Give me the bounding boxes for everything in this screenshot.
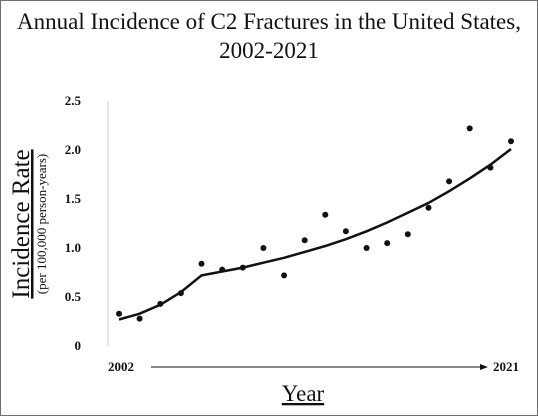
data-point	[219, 266, 226, 273]
data-point	[363, 245, 370, 251]
y-tick-label: 1.5	[65, 191, 82, 206]
data-point	[301, 237, 308, 244]
data-point	[425, 204, 432, 211]
y-tick-label: 0.5	[65, 289, 82, 304]
data-point	[239, 264, 246, 271]
data-points	[116, 125, 514, 322]
x-end-label: 2021	[493, 359, 519, 374]
y-axis-label: Incidence Rate	[8, 149, 35, 298]
data-point	[404, 231, 411, 238]
data-point	[157, 300, 164, 307]
chart-title-line2: 2002-2021	[219, 38, 319, 63]
x-start-label: 2002	[108, 359, 134, 374]
data-point	[322, 211, 329, 218]
y-tick-label: 1.0	[65, 240, 81, 255]
data-point	[446, 178, 453, 185]
data-point	[384, 240, 391, 247]
data-point	[466, 125, 473, 132]
data-point	[136, 315, 143, 322]
x-axis-label: Year	[282, 381, 325, 406]
y-tick-labels: 0 0.5 1.0 1.5 2.0 2.5	[65, 93, 82, 353]
trend-line	[118, 148, 512, 321]
chart-title-line1: Annual Incidence of C2 Fractures in the …	[17, 9, 521, 34]
data-point	[508, 138, 514, 145]
data-point	[116, 310, 122, 317]
y-tick-label: 2.0	[65, 142, 81, 157]
data-point	[281, 272, 288, 279]
data-point	[487, 164, 494, 171]
data-point	[342, 228, 349, 235]
y-axis-sublabel: (per 100,000 person-years)	[34, 154, 49, 294]
y-tick-label: 0	[75, 338, 82, 353]
data-point	[198, 260, 205, 267]
y-axis-label-group: Incidence Rate (per 100,000 person-years…	[8, 149, 49, 298]
x-time-arrow-head	[480, 364, 488, 370]
data-point	[260, 245, 267, 251]
y-tick-label: 2.5	[65, 93, 82, 108]
data-point	[177, 290, 184, 297]
